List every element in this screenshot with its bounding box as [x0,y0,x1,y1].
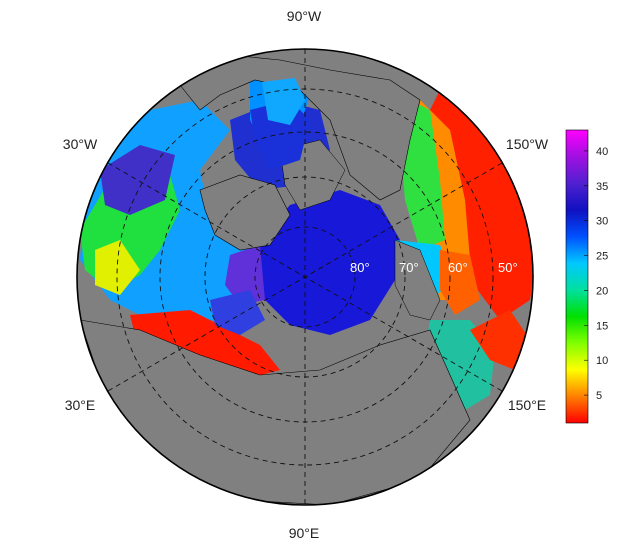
sea-overlay [250,78,480,315]
lon-label-150w: 150°W [506,136,549,152]
lat-label-50: 50° [498,260,518,275]
north-america-land [159,54,421,201]
colorbar-ticks: 5 10 15 20 25 30 35 40 [584,146,608,402]
lon-label-90e: 90°E [289,525,320,541]
baffin-overlay [250,100,310,170]
lat-circle-80 [254,226,356,328]
central-arctic [255,190,400,335]
atlantic-yellow [95,240,140,295]
colorbar-tick-label: 35 [596,181,608,193]
lon-label-150e: 150°E [508,397,546,413]
lat-label-70: 70° [399,260,419,275]
pacific-red [430,90,533,320]
colorbar-tick-label: 5 [596,390,602,402]
meridian-150w-30e [107,162,503,392]
okhotsk-region [425,320,495,410]
kara-blue [210,290,265,335]
lon-label-30e: 30°E [65,397,96,413]
arctic-shelf-purple [225,245,265,305]
lat-label-60: 60° [448,260,468,275]
colorbar-tick-label: 10 [596,355,608,367]
siberian-coast-red [130,310,280,378]
bering-overlay [440,250,480,315]
alaska-land [394,239,441,321]
lon-label-90w: 90°W [287,8,322,24]
colorbar-tick-label: 25 [596,251,608,263]
greenland [199,174,291,251]
colorbar-tick-label: 40 [596,146,608,158]
colorbar-tick-label: 30 [596,216,608,228]
pacific-green [400,100,445,250]
lat-label-80: 80° [350,260,370,275]
graticule [107,49,503,505]
colorbar-gradient [565,129,589,424]
colorbar-tick-label: 20 [596,285,608,297]
map-outline [76,48,534,506]
colorbar: 5 10 15 20 25 30 35 40 [565,129,608,424]
okhotsk-red [470,310,530,370]
colorbar-tick-label: 15 [596,320,608,332]
lon-label-30w: 30°W [63,136,98,152]
